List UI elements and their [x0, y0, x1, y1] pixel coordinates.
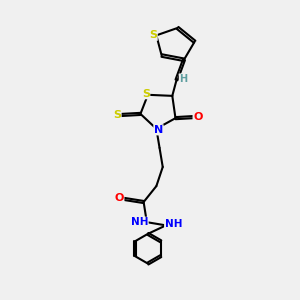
Text: NH: NH [165, 219, 182, 229]
Text: O: O [115, 193, 124, 203]
Text: NH: NH [130, 217, 148, 227]
Text: N: N [154, 125, 163, 135]
Text: S: S [142, 89, 150, 99]
Text: O: O [193, 112, 203, 122]
Text: H: H [179, 74, 188, 84]
Text: S: S [149, 30, 157, 40]
Text: S: S [113, 110, 121, 120]
